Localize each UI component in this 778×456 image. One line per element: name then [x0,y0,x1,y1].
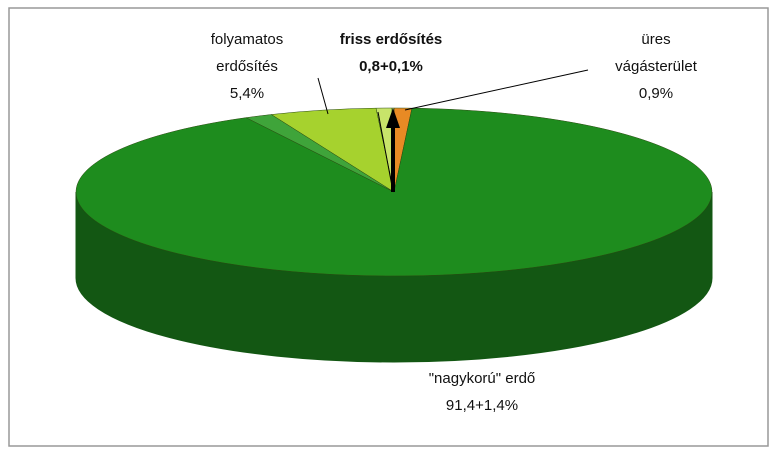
slice-value-label: 5,4% [230,85,264,102]
labels: üres vágásterület 0,9% "nagykorú" erdő 91,4+… [211,31,698,414]
arrow-head [386,108,400,128]
slice-value-label: 0,8+0,1% [359,58,423,75]
slice-value-label: 0,9% [639,85,673,102]
decorations [317,69,589,192]
pie [75,107,713,363]
slice-value-label: 91,4+1,4% [446,397,518,414]
leader-line [404,69,589,111]
leader-line [317,77,329,115]
slice-name: friss erdősítés [340,31,443,48]
slice-name: üres vágásterület [615,31,698,75]
leader-line [377,111,393,187]
slice-name: "nagykorú" erdő [429,370,536,387]
slice-name: folyamatos erdősítés [211,31,284,75]
